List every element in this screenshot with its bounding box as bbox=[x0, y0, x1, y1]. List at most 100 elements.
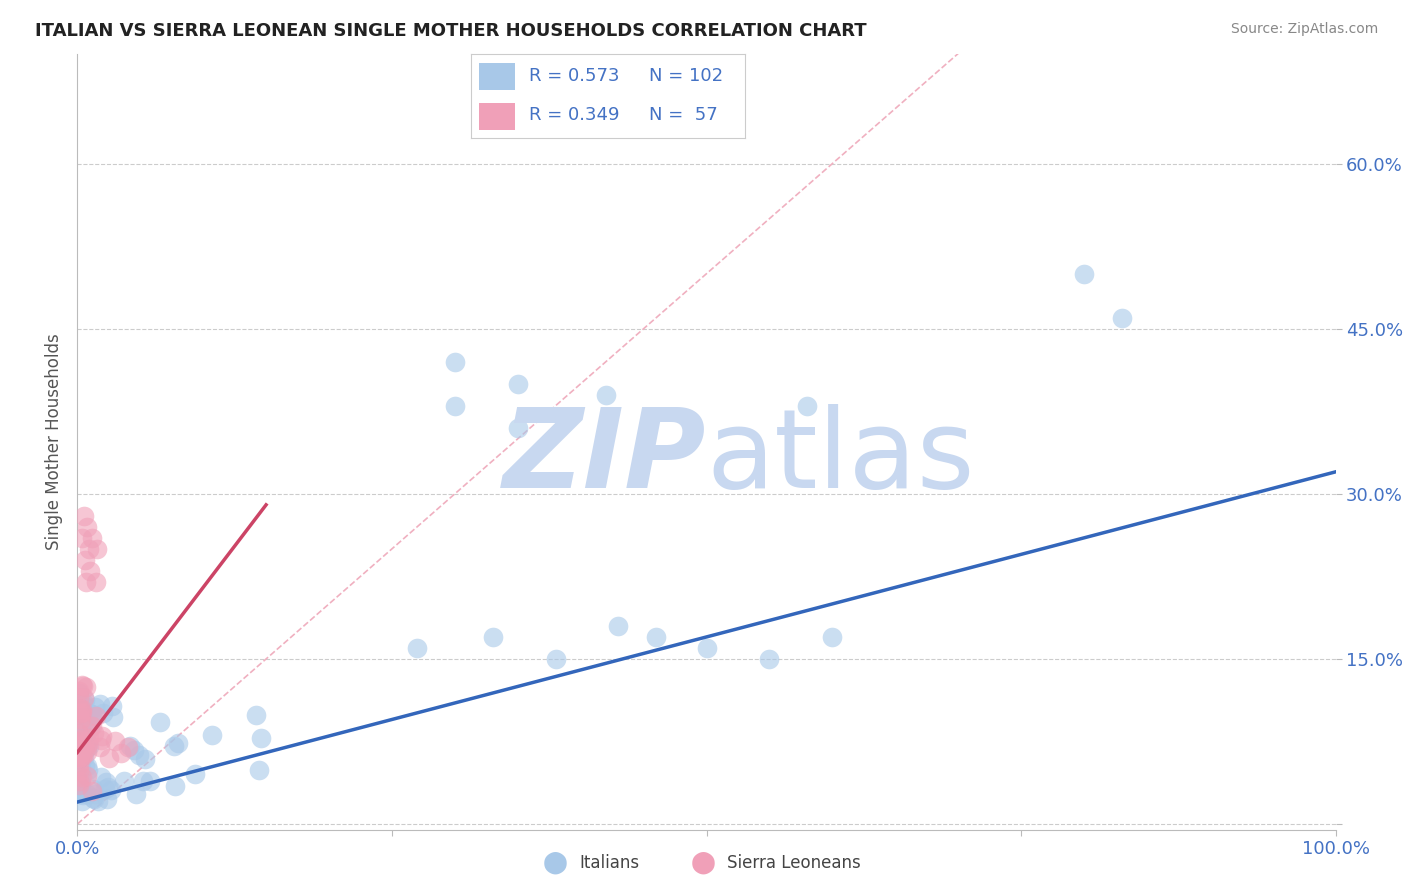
Point bbox=[1111, 310, 1133, 325]
Point bbox=[73, 690, 96, 705]
Point bbox=[247, 763, 270, 777]
Point bbox=[69, 760, 91, 774]
Point bbox=[73, 692, 96, 706]
Point bbox=[70, 705, 93, 719]
Point bbox=[67, 697, 90, 711]
Point bbox=[84, 574, 107, 589]
Point bbox=[70, 777, 93, 791]
Text: Source: ZipAtlas.com: Source: ZipAtlas.com bbox=[1230, 22, 1378, 37]
Point bbox=[72, 743, 94, 757]
Point bbox=[75, 706, 97, 720]
Point bbox=[67, 782, 90, 797]
Point bbox=[82, 719, 104, 733]
Point bbox=[84, 700, 107, 714]
Point bbox=[67, 773, 90, 788]
Point bbox=[70, 678, 93, 692]
Text: N =  57: N = 57 bbox=[650, 106, 718, 124]
Point bbox=[97, 751, 120, 765]
Point bbox=[758, 652, 780, 666]
Point bbox=[70, 770, 93, 784]
Point bbox=[91, 706, 114, 721]
Point bbox=[90, 770, 112, 784]
Text: atlas: atlas bbox=[707, 403, 974, 510]
Point bbox=[112, 773, 135, 788]
Point bbox=[89, 697, 111, 711]
Point bbox=[544, 652, 567, 666]
Point bbox=[70, 739, 93, 753]
Point bbox=[72, 747, 94, 762]
Point bbox=[67, 686, 90, 700]
Point bbox=[73, 738, 96, 752]
Point bbox=[250, 731, 273, 745]
Text: Sierra Leoneans: Sierra Leoneans bbox=[727, 854, 860, 871]
Point bbox=[82, 706, 104, 721]
Text: ⬤: ⬤ bbox=[690, 851, 716, 874]
Point bbox=[70, 726, 93, 740]
Point bbox=[67, 691, 90, 706]
Point bbox=[69, 724, 91, 739]
Point bbox=[77, 739, 100, 753]
Point bbox=[77, 541, 100, 556]
Point bbox=[70, 770, 93, 784]
Point bbox=[67, 712, 90, 726]
Point bbox=[184, 766, 207, 780]
Point bbox=[696, 640, 718, 655]
Point bbox=[67, 734, 90, 748]
Point bbox=[67, 710, 90, 724]
Point bbox=[506, 376, 529, 391]
Point bbox=[444, 399, 467, 413]
Point bbox=[76, 706, 98, 720]
Point bbox=[1073, 267, 1095, 281]
Point bbox=[73, 750, 96, 764]
Point bbox=[149, 714, 172, 729]
Point bbox=[69, 714, 91, 729]
Point bbox=[117, 739, 139, 754]
Point bbox=[76, 759, 98, 773]
Point bbox=[67, 738, 90, 752]
Point bbox=[118, 739, 141, 754]
Point bbox=[69, 705, 91, 719]
Point bbox=[90, 733, 112, 747]
Point bbox=[82, 784, 104, 798]
Point bbox=[645, 630, 668, 644]
Point bbox=[67, 684, 90, 698]
Point bbox=[73, 758, 96, 772]
Point bbox=[72, 508, 94, 523]
Point bbox=[89, 739, 111, 754]
Point bbox=[96, 792, 118, 806]
Point bbox=[100, 783, 122, 797]
Point bbox=[69, 746, 91, 760]
Text: N = 102: N = 102 bbox=[650, 68, 723, 86]
Point bbox=[82, 781, 104, 796]
Point bbox=[76, 737, 98, 751]
Y-axis label: Single Mother Households: Single Mother Households bbox=[45, 334, 63, 549]
Point bbox=[70, 712, 93, 726]
Point bbox=[76, 787, 98, 801]
Point bbox=[75, 733, 97, 747]
Point bbox=[69, 750, 91, 764]
Point bbox=[595, 388, 617, 402]
Point bbox=[796, 399, 818, 413]
Point bbox=[69, 761, 91, 775]
Point bbox=[67, 760, 90, 774]
Text: Italians: Italians bbox=[579, 854, 640, 871]
Point bbox=[70, 706, 93, 720]
Point bbox=[84, 709, 107, 723]
Point bbox=[67, 707, 90, 722]
Point bbox=[165, 779, 187, 793]
Point bbox=[139, 774, 162, 789]
Point bbox=[124, 787, 146, 801]
Point bbox=[86, 541, 108, 556]
Point bbox=[91, 729, 114, 743]
Point bbox=[67, 710, 90, 724]
Point bbox=[70, 725, 93, 739]
Point bbox=[76, 740, 98, 755]
Point bbox=[128, 747, 150, 762]
Point bbox=[77, 763, 100, 777]
Point bbox=[70, 733, 93, 747]
Point bbox=[72, 788, 94, 802]
Point bbox=[79, 717, 101, 731]
Point bbox=[69, 739, 91, 753]
Point bbox=[72, 695, 94, 709]
Text: ZIP: ZIP bbox=[503, 403, 707, 510]
